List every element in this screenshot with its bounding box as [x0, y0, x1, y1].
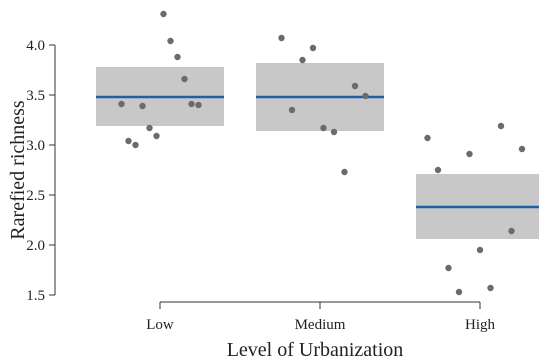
- y-tick-label: 2.0: [26, 238, 45, 254]
- y-tick-label: 2.5: [26, 188, 45, 204]
- y-tick-label: 4.0: [26, 38, 45, 54]
- y-tick-label: 3.0: [26, 138, 45, 154]
- data-point: [424, 134, 431, 142]
- data-point: [139, 102, 146, 110]
- data-point: [188, 100, 195, 108]
- data-point: [351, 82, 359, 90]
- y-axis-title: Rarefied richness: [7, 100, 29, 240]
- data-point: [195, 101, 202, 109]
- x-axis: Low Medium High: [146, 301, 496, 333]
- data-point: [487, 284, 494, 292]
- data-point: [299, 56, 306, 64]
- data-point: [476, 246, 484, 254]
- data-point: [181, 75, 188, 83]
- data-point: [330, 128, 338, 136]
- data-point: [309, 44, 317, 52]
- group-medium: [256, 34, 384, 176]
- y-axis: 1.5 2.0 2.5 3.0 3.5 4.0: [26, 38, 56, 304]
- data-point: [341, 168, 348, 176]
- data-point: [174, 53, 181, 61]
- data-point: [278, 34, 285, 42]
- data-point: [497, 122, 505, 130]
- data-point: [445, 264, 452, 272]
- x-axis-title: Level of Urbanization: [227, 339, 404, 361]
- group-low: [96, 10, 224, 149]
- x-tick-label-high: High: [465, 317, 496, 333]
- x-tick-label-medium: Medium: [295, 317, 346, 333]
- data-point: [153, 132, 160, 140]
- data-point: [288, 106, 296, 114]
- data-point: [146, 124, 153, 132]
- data-point: [455, 288, 463, 296]
- data-point: [132, 141, 139, 149]
- data-point: [167, 37, 174, 45]
- data-point: [118, 100, 125, 108]
- data-point: [434, 166, 442, 174]
- data-point: [320, 124, 327, 132]
- data-point: [466, 150, 473, 158]
- y-tick-label: 3.5: [26, 88, 45, 104]
- data-point: [518, 145, 526, 153]
- y-tick-label: 1.5: [26, 288, 45, 304]
- data-point: [125, 137, 132, 145]
- data-point: [160, 10, 167, 18]
- x-tick-label-low: Low: [146, 317, 174, 333]
- group-high: [416, 122, 539, 296]
- plot-area: [96, 10, 539, 296]
- data-point: [508, 227, 515, 235]
- data-point: [362, 92, 369, 100]
